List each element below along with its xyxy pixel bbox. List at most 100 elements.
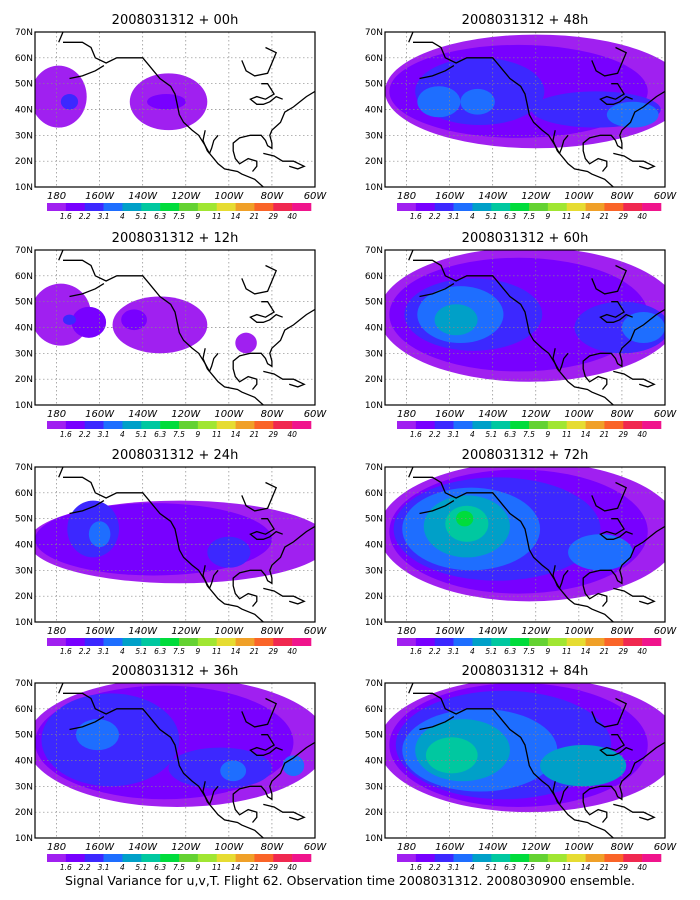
lon-tick-label: 60W (304, 626, 328, 637)
lon-tick-label: 100W (564, 626, 594, 637)
colorbar-level-label: 29 (269, 430, 279, 439)
colorbar-level-label: 14 (581, 647, 591, 656)
colorbar-level-label: 2.2 (429, 212, 441, 221)
colorbar: 1.6 2.2 3.1 4 5.1 6.3 7.5 9 11 14 21 29 40 (47, 854, 312, 872)
lat-tick-label: 60N (15, 705, 33, 715)
panel-title: 2008031312 + 48h (462, 13, 589, 28)
colorbar-swatch (197, 203, 218, 211)
colorbar-level-label: 5.1 (485, 212, 497, 221)
colorbar-level-label: 21 (250, 212, 260, 221)
colorbar-swatch (510, 638, 530, 646)
map-panel-p60: 2008031312 + 60h 10N 20N 30N 40N 50N 60N 70N 180… (365, 231, 678, 439)
colorbar-level-label: 4 (470, 647, 475, 656)
lat-tick-label: 50N (365, 731, 383, 741)
panel-title: 2008031312 + 12h (112, 231, 239, 246)
colorbar-swatch (160, 203, 180, 211)
lon-tick-label: 160W (85, 191, 115, 202)
lat-tick-label: 10N (15, 183, 33, 193)
colorbar-level-label: 9 (545, 863, 550, 872)
variance-contour (60, 94, 79, 110)
colorbar-level-label: 5.1 (485, 430, 497, 439)
colorbar-level-label: 6.3 (154, 430, 166, 439)
variance-field (385, 34, 665, 149)
figure-caption: Signal Variance for u,v,T. Flight 62. Ob… (65, 873, 635, 888)
colorbar-swatch (472, 638, 492, 646)
lon-tick-label: 60W (304, 409, 328, 420)
lon-tick-label: 80W (611, 191, 635, 202)
map-panel-p84: 2008031312 + 84h 10N 20N 30N 40N 50N 60N 70N 180… (365, 664, 678, 872)
colorbar-swatch (141, 421, 161, 429)
colorbar-swatch (585, 421, 605, 429)
colorbar-level-label: 14 (231, 430, 241, 439)
lat-tick-label: 40N (365, 106, 383, 116)
lon-tick-label: 180 (47, 409, 66, 420)
lat-tick-label: 10N (365, 618, 383, 628)
colorbar-swatch (103, 854, 123, 862)
lon-tick-label: 140W (478, 842, 508, 853)
colorbar-swatch (642, 421, 662, 429)
colorbar-level-label: 2.2 (429, 647, 441, 656)
colorbar-swatch (273, 854, 293, 862)
colorbar-level-label: 9 (545, 647, 550, 656)
colorbar-level-label: 21 (250, 863, 260, 872)
map-panel-p48: 2008031312 + 48h 10N 20N 30N 40N 50N 60N 70N 180… (365, 13, 678, 221)
colorbar: 1.6 2.2 3.1 4 5.1 6.3 7.5 9 11 14 21 29 40 (47, 203, 312, 221)
colorbar-swatch (103, 638, 123, 646)
colorbar-swatch (197, 854, 218, 862)
colorbar-swatch (179, 854, 199, 862)
colorbar-level-label: 11 (562, 863, 572, 872)
lon-tick-label: 180 (47, 191, 66, 202)
colorbar-swatch (47, 854, 67, 862)
coastlines (58, 467, 315, 622)
lat-tick-label: 40N (15, 106, 33, 116)
lat-tick-label: 60N (365, 272, 383, 282)
colorbar-swatch (397, 421, 417, 429)
lat-tick-label: 30N (365, 131, 383, 141)
lat-tick-label: 20N (365, 375, 383, 385)
colorbar-swatch (529, 638, 549, 646)
colorbar-swatch (292, 638, 312, 646)
colorbar-level-label: 3.1 (98, 863, 110, 872)
colorbar-swatch (122, 421, 142, 429)
gridlines (35, 250, 315, 405)
lat-tick-label: 70N (365, 246, 383, 256)
colorbar-swatch (547, 854, 568, 862)
colorbar-swatch (292, 203, 312, 211)
lat-tick-label: 30N (15, 131, 33, 141)
colorbar-level-label: 40 (637, 863, 647, 872)
colorbar-swatch (604, 854, 624, 862)
colorbar-level-label: 14 (231, 863, 241, 872)
map-frame (384, 31, 666, 188)
lat-tick-label: 30N (15, 782, 33, 792)
lon-tick-label: 80W (611, 409, 635, 420)
lat-tick-label: 20N (365, 592, 383, 602)
lat-tick-label: 50N (15, 515, 33, 525)
colorbar-swatch (510, 421, 530, 429)
lat-tick-label: 50N (365, 80, 383, 90)
colorbar-swatch (273, 638, 293, 646)
map-frame (34, 249, 316, 406)
lat-tick-label: 30N (365, 566, 383, 576)
colorbar: 1.6 2.2 3.1 4 5.1 6.3 7.5 9 11 14 21 29 40 (397, 203, 662, 221)
lat-tick-label: 30N (15, 349, 33, 359)
colorbar-level-label: 4 (470, 212, 475, 221)
lat-tick-label: 30N (15, 566, 33, 576)
lat-tick-label: 40N (365, 324, 383, 334)
colorbar-swatch (491, 854, 511, 862)
colorbar-level-label: 4 (470, 430, 475, 439)
colorbar-swatch (216, 638, 236, 646)
colorbar-swatch (491, 638, 511, 646)
variance-contour (621, 312, 665, 343)
colorbar-level-label: 5.1 (135, 647, 147, 656)
colorbar-swatch (197, 638, 218, 646)
colorbar-swatch (292, 854, 312, 862)
colorbar-swatch (415, 638, 436, 646)
colorbar-swatch (179, 638, 199, 646)
colorbar-level-label: 9 (195, 430, 200, 439)
colorbar-level-label: 1.6 (60, 430, 72, 439)
coastlines (408, 683, 665, 838)
lat-tick-label: 70N (15, 679, 33, 689)
colorbar-swatch (529, 203, 549, 211)
lon-tick-label: 180 (47, 626, 66, 637)
